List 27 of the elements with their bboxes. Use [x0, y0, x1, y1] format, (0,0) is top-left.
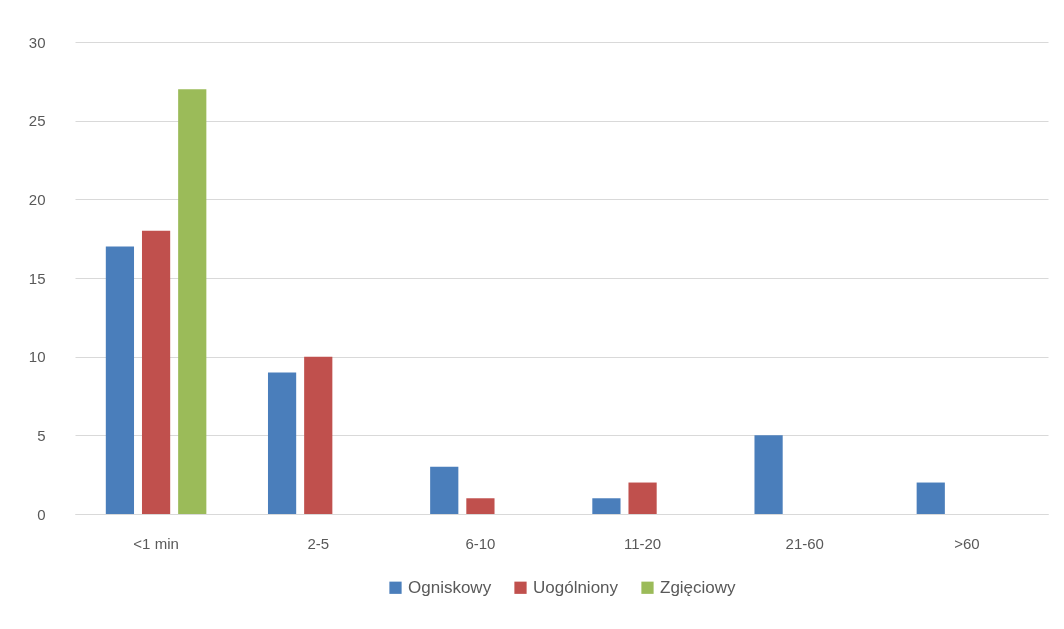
- y-tick-label: 30: [28, 33, 46, 51]
- bar: [628, 482, 657, 514]
- bar: [754, 435, 783, 514]
- x-tick-label: 21-60: [785, 534, 824, 552]
- bar: [105, 246, 135, 514]
- legend-label: Uogólniony: [533, 577, 619, 597]
- bar: [466, 498, 495, 514]
- bar: [267, 372, 297, 514]
- x-tick-label: 11-20: [623, 534, 662, 552]
- x-tick-label: 6-10: [465, 534, 496, 552]
- legend-label: Ogniskowy: [408, 577, 492, 597]
- bar: [304, 356, 333, 514]
- y-tick-label: 5: [37, 426, 46, 444]
- y-tick-label: 10: [28, 348, 46, 366]
- x-tick-label: 2-5: [307, 534, 330, 552]
- bar: [430, 466, 459, 514]
- y-tick-label: 15: [28, 269, 46, 287]
- bar: [592, 498, 621, 514]
- y-tick-label: 25: [28, 112, 46, 130]
- bar: [178, 89, 207, 514]
- y-tick-label: 20: [28, 190, 46, 208]
- legend-label: Zgięciowy: [660, 577, 737, 597]
- x-tick-label: >60: [954, 534, 980, 552]
- bar: [141, 230, 171, 514]
- bar: [916, 482, 945, 514]
- x-tick-label: <1 min: [133, 534, 179, 552]
- y-tick-label: 0: [37, 505, 46, 523]
